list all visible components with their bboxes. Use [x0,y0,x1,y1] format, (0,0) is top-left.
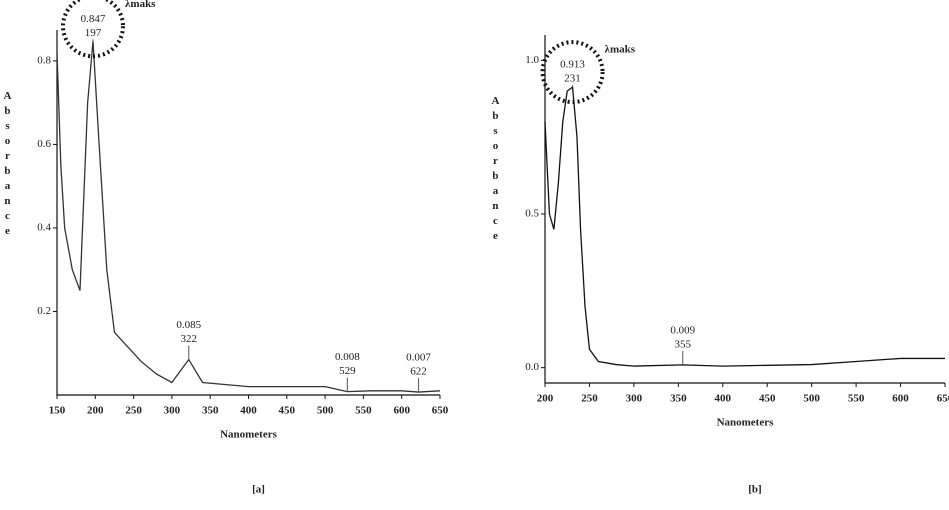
x-tick-label: 400 [715,393,732,405]
peak-value: 0.847 [81,13,106,25]
x-tick-label: 600 [393,405,410,417]
peak-value: 0.085 [176,319,201,331]
x-tick-label: 300 [164,405,181,417]
peak-wavelength: 355 [675,338,692,350]
x-tick-label: 200 [87,405,104,417]
y-tick-label: 0.2 [37,305,51,317]
peak-wavelength: 622 [410,366,427,378]
x-tick-label: 350 [670,393,687,405]
spectrum-line [545,87,945,366]
x-tick-label: 500 [317,405,334,417]
peak-value: 0.008 [335,351,360,363]
y-axis-label: Absorbance [489,95,501,245]
x-tick-label: 200 [537,393,554,405]
x-tick-label: 650 [937,393,949,405]
peak-value: 0.007 [406,352,431,364]
x-axis-label: Nanometers [220,429,278,441]
peak-wavelength: 197 [85,27,102,39]
axes [545,35,945,383]
caption: [a] [252,484,265,496]
x-tick-label: 450 [279,405,296,417]
x-tick-label: 350 [202,405,219,417]
x-tick-label: 550 [355,405,372,417]
peak-wavelength: 529 [339,365,356,377]
y-tick-label: 1.0 [525,54,539,66]
x-tick-label: 300 [626,393,643,405]
y-tick-label: 0.8 [37,54,51,66]
y-tick-label: 0.6 [37,138,51,150]
spectrum-line [57,41,440,392]
lambda-max-label: λmaks [125,0,156,10]
caption: [b] [748,484,761,496]
x-axis-label: Nanometers [717,417,775,429]
x-tick-label: 500 [803,393,820,405]
y-axis-label: Absorbance [1,90,13,240]
axes [57,30,440,395]
peak-wavelength: 322 [181,333,198,345]
figure: 0.2 0.4 0.6 0.8 150 200 250 300 350 400 450 500 550 6… [0,0,949,510]
peak-value: 0.913 [560,59,585,71]
x-tick-label: 450 [759,393,776,405]
peak-wavelength: 231 [564,73,581,85]
peak-value: 0.009 [670,324,695,336]
y-tick-label: 0.5 [525,208,539,220]
x-tick-label: 650 [432,405,449,417]
lambda-max-label: λmaks [605,44,636,56]
page: {"chart_data": [ {"type": "line", "x_lab… [0,0,949,510]
y-tick-label: 0.0 [525,361,539,373]
x-tick-label: 400 [240,405,257,417]
x-tick-label: 250 [581,393,598,405]
y-tick-label: 0.4 [37,221,51,233]
x-tick-label: 150 [49,405,66,417]
x-tick-label: 600 [892,393,909,405]
x-tick-label: 250 [125,405,142,417]
x-tick-label: 550 [848,393,865,405]
